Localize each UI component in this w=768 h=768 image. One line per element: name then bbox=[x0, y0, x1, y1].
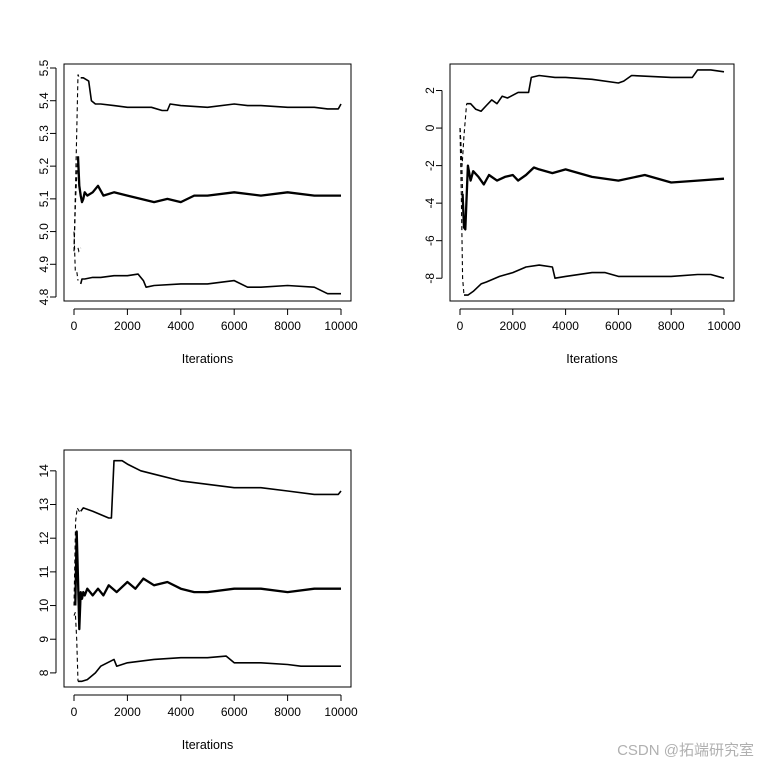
x-tick-label: 10000 bbox=[707, 319, 741, 333]
series-group bbox=[73, 459, 342, 683]
series-burn-in-line bbox=[73, 231, 79, 281]
series-upper-line bbox=[80, 459, 342, 519]
series-lower-line bbox=[79, 273, 341, 295]
y-tick-label: 10 bbox=[37, 599, 51, 613]
y-tick-label: 9 bbox=[37, 636, 51, 643]
x-tick-label: 10000 bbox=[324, 705, 358, 719]
x-tick-label: 2000 bbox=[114, 705, 141, 719]
y-tick-label: 5.2 bbox=[37, 157, 51, 174]
series-lower-line bbox=[464, 264, 725, 296]
watermark: CSDN @拓端研究室 bbox=[617, 742, 754, 759]
x-tick-label: 8000 bbox=[274, 705, 301, 719]
series-burn-in-line bbox=[459, 128, 465, 296]
plot-frame bbox=[63, 63, 352, 302]
x-tick-label: 6000 bbox=[221, 705, 248, 719]
x-tick-label: 4000 bbox=[552, 319, 579, 333]
y-tick-label: 0 bbox=[423, 124, 437, 131]
x-tick-label: 0 bbox=[457, 319, 464, 333]
x-tick-label: 6000 bbox=[605, 319, 632, 333]
series-group bbox=[73, 74, 342, 295]
series-upper-line bbox=[466, 69, 725, 112]
x-axis-title: Iterations bbox=[566, 352, 617, 366]
series-burn-in-line bbox=[459, 128, 464, 194]
y-tick-label: 11 bbox=[37, 565, 51, 578]
y-tick-label: 13 bbox=[37, 498, 51, 512]
x-tick-label: 6000 bbox=[221, 319, 248, 333]
chart-panel-top-right: 0 2000 4000 6000 8000 10000 -8 -6 -4 -2 0 2 Iteratio… bbox=[423, 63, 741, 366]
series-mean-line bbox=[461, 164, 725, 231]
y-tick-label: 2 bbox=[423, 87, 437, 94]
series-group bbox=[459, 69, 725, 296]
y-tick-label: 8 bbox=[37, 669, 51, 676]
y-tick-label: 5.4 bbox=[37, 92, 51, 109]
plot-frame bbox=[449, 63, 735, 302]
x-axis-title: Iterations bbox=[182, 738, 233, 752]
series-burn-in-line bbox=[73, 612, 79, 682]
chart-panel-top-left: 0 2000 4000 6000 8000 10000 4.8 4.9 5.0 5.1 5.2 5.3… bbox=[37, 59, 358, 366]
y-tick-label: 14 bbox=[37, 464, 51, 478]
x-tick-label: 0 bbox=[71, 319, 78, 333]
series-upper-line bbox=[80, 77, 342, 112]
x-tick-label: 4000 bbox=[167, 705, 194, 719]
y-tick-label: 12 bbox=[37, 531, 51, 545]
x-tick-label: 2000 bbox=[499, 319, 526, 333]
y-tick-label: -4 bbox=[423, 197, 437, 208]
x-tick-label: 0 bbox=[71, 705, 78, 719]
y-tick-label: 5.0 bbox=[37, 223, 51, 240]
plot-frame bbox=[63, 449, 352, 688]
series-burn-in-line bbox=[73, 506, 81, 606]
series-lower-line bbox=[78, 655, 341, 683]
series-burn-in-line bbox=[459, 103, 468, 166]
y-tick-label: 5.5 bbox=[37, 59, 51, 76]
series-burn-in-line bbox=[77, 247, 82, 253]
y-tick-label: 4.8 bbox=[37, 288, 51, 305]
x-tick-label: 8000 bbox=[658, 319, 685, 333]
y-tick-label: -2 bbox=[423, 160, 437, 171]
x-tick-label: 10000 bbox=[324, 319, 358, 333]
y-tick-label: 5.3 bbox=[37, 125, 51, 142]
y-tick-label: -8 bbox=[423, 273, 437, 284]
y-tick-label: 4.9 bbox=[37, 256, 51, 273]
chart-panel-bottom-left: 0 2000 4000 6000 8000 10000 8 9 10 11 12 13 14 Iterat… bbox=[37, 449, 358, 752]
x-axis-title: Iterations bbox=[182, 352, 233, 366]
x-tick-label: 8000 bbox=[274, 319, 301, 333]
series-mean-line bbox=[74, 530, 341, 631]
x-tick-label: 2000 bbox=[114, 319, 141, 333]
x-tick-label: 4000 bbox=[167, 319, 194, 333]
y-tick-label: -6 bbox=[423, 235, 437, 246]
series-mean-line bbox=[76, 156, 341, 204]
y-tick-label: 5.1 bbox=[37, 190, 51, 207]
